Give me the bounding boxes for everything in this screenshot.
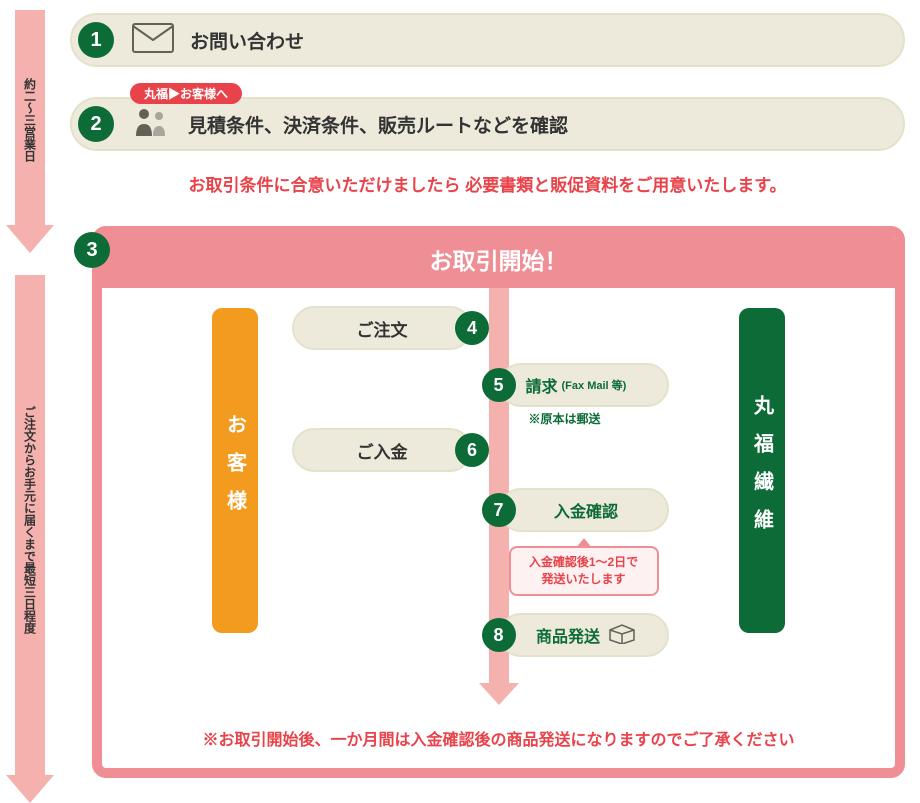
step-2-title: 見積条件、決済条件、販売ルートなどを確認 xyxy=(188,111,568,138)
shipping-note-balloon: 入金確認後1〜2日で 発送いたします xyxy=(509,546,659,596)
sub-step-5-sublabel: (Fax Mail 等) xyxy=(562,377,627,393)
agreement-note: お取引条件に合意いただけましたら 必要書類と販促資料をご用意いたします。 xyxy=(70,171,905,196)
step-3-header: お取引開始！ xyxy=(102,236,895,288)
sub-step-8-label: 商品発送 xyxy=(536,623,600,647)
sub-step-6-pill: ご入金 xyxy=(292,428,472,472)
sub-step-5: 5 請求 (Fax Mail 等) xyxy=(482,363,669,407)
center-arrow-head xyxy=(479,683,519,705)
company-vbar: 丸福繊維 xyxy=(739,308,785,633)
sub-step-4-label: ご注文 xyxy=(357,316,408,341)
timeline-label-phase2: ご注文からお手元に届くまで最短三日程度 xyxy=(15,305,45,735)
sub-step-4-pill: ご注文 xyxy=(292,306,472,350)
box-icon xyxy=(608,622,636,649)
step-3-footer-note: ※お取引開始後、一か月間は入金確認後の商品発送になりますのでご了承ください xyxy=(102,726,895,750)
sub-step-7: 7 入金確認 xyxy=(482,488,669,532)
sub-step-5-note: ※原本は郵送 xyxy=(529,410,601,427)
step-1-bar: 1 お問い合わせ xyxy=(70,13,905,67)
sub-step-8-number: 8 xyxy=(482,618,516,652)
mail-icon xyxy=(132,23,174,58)
people-icon xyxy=(132,106,172,143)
step-2-bar: 丸福▶お客様へ 2 見積条件、決済条件、販売ルートなどを確認 xyxy=(70,97,905,151)
timeline-label-phase1: 約二〜三営業日 xyxy=(15,30,45,210)
sub-step-8-pill: 商品発送 xyxy=(499,613,669,657)
sub-step-5-label: 請求 xyxy=(526,373,558,397)
step-3-wrap: 3 お取引開始！ お客様 丸福繊維 ご注文 4 5 請求 (Fax xyxy=(70,226,905,778)
content-column: 1 お問い合わせ 丸福▶お客様へ 2 見積条件、決済条件、販売ルートなどを確認 … xyxy=(70,5,905,778)
sub-step-7-label: 入金確認 xyxy=(554,498,618,522)
sub-step-8: 8 商品発送 xyxy=(482,613,669,657)
step-3-number: 3 xyxy=(74,232,110,268)
step-3-body: お客様 丸福繊維 ご注文 4 5 請求 (Fax Mail 等) ※原本は郵送 xyxy=(102,288,895,768)
sub-step-5-pill: 請求 (Fax Mail 等) xyxy=(499,363,669,407)
customer-vbar: お客様 xyxy=(212,308,258,633)
sub-step-6-number: 6 xyxy=(455,433,489,467)
sub-step-5-number: 5 xyxy=(482,368,516,402)
sub-step-4: ご注文 4 xyxy=(292,306,489,350)
timeline-arrowhead-top xyxy=(6,225,54,253)
step-1-number: 1 xyxy=(78,22,114,58)
step-3-box: お取引開始！ お客様 丸福繊維 ご注文 4 5 請求 (Fax Mail 等) xyxy=(92,226,905,778)
sub-step-6: ご入金 6 xyxy=(292,428,489,472)
sub-step-4-number: 4 xyxy=(455,311,489,345)
step-1-title: お問い合わせ xyxy=(190,27,304,54)
sub-step-6-label: ご入金 xyxy=(357,438,408,463)
step-2-number: 2 xyxy=(78,106,114,142)
step-2-badge: 丸福▶お客様へ xyxy=(130,83,242,104)
sub-step-7-number: 7 xyxy=(482,493,516,527)
sub-step-7-pill: 入金確認 xyxy=(499,488,669,532)
